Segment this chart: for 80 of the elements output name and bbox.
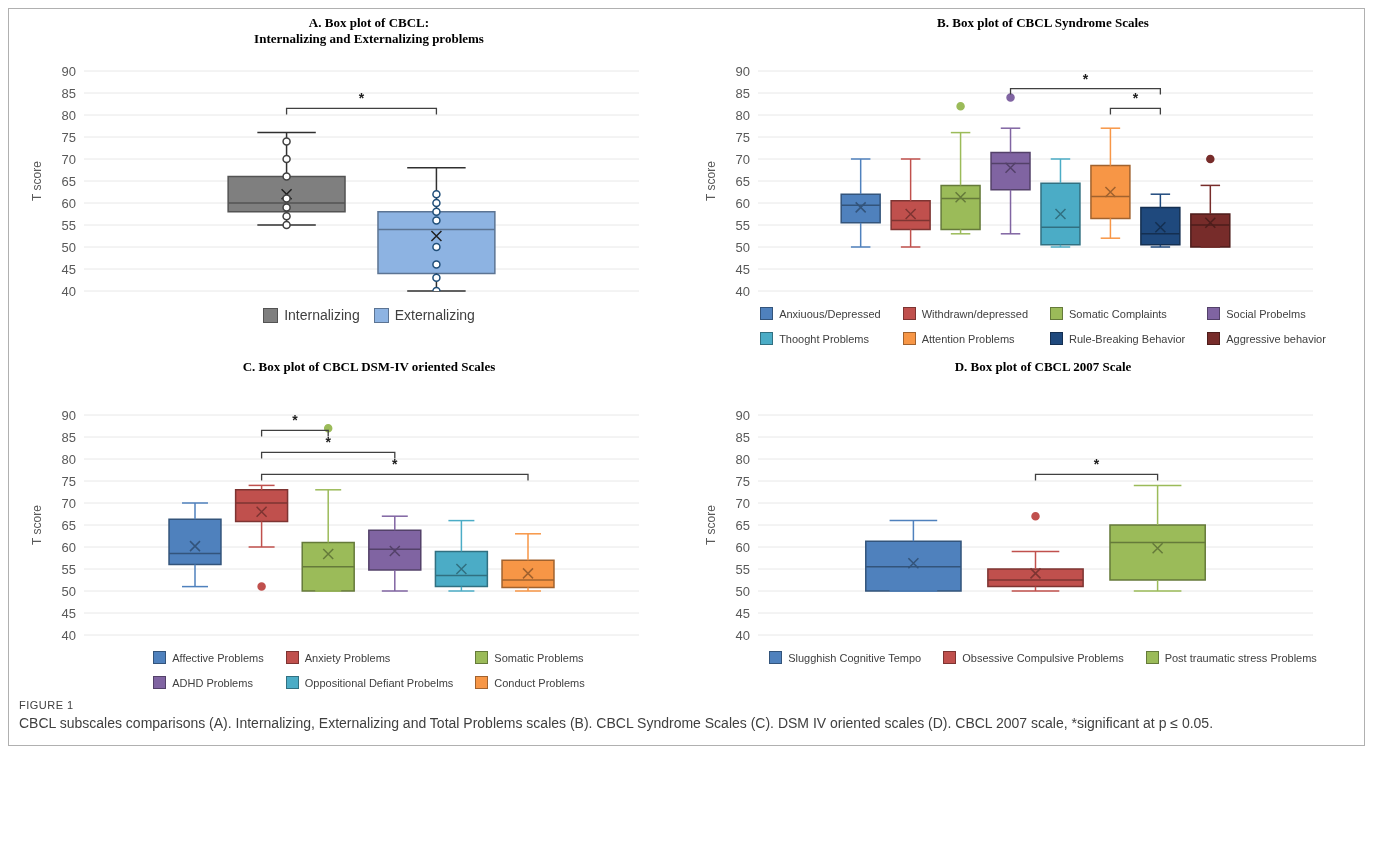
annotation: * xyxy=(358,90,365,107)
y-tick-label: 90 xyxy=(735,63,750,79)
y-axis-title: T score xyxy=(704,160,719,201)
y-tick-label: 40 xyxy=(61,627,76,643)
legend-label: Oppositional Defiant Probelms xyxy=(304,676,454,689)
chart-title: C. Box plot of CBCL DSM-IV oriented Scales xyxy=(241,359,497,376)
legend-label: Conduct Problems xyxy=(494,676,585,689)
y-tick-label: 90 xyxy=(61,407,76,423)
y-tick-label: 70 xyxy=(61,495,76,511)
text: CBCL subscales comparisons (A). Internalizing, Externalizing and Total Problems scales (B). CBCL Syndrome Scales (C). DSM IV oriented scales (D). CBCL 2007 scale, *significant at p ≤ 0.05. xyxy=(19,715,1215,731)
legend-label: Obsessive Compulsive Problems xyxy=(962,651,1124,664)
y-axis-title: T score xyxy=(704,504,719,545)
y-tick-label: 70 xyxy=(735,495,750,511)
y-tick-label: 75 xyxy=(61,473,76,489)
legend-label: Anxiuous/Depressed xyxy=(779,307,881,320)
y-tick-label: 45 xyxy=(735,261,750,277)
y-tick-label: 85 xyxy=(61,85,76,101)
y-tick-label: 80 xyxy=(61,451,76,467)
legend-label: Affective Problems xyxy=(172,651,264,664)
legend-label: Thooght Problems xyxy=(779,332,870,345)
y-tick-label: 45 xyxy=(61,605,76,621)
legend-label: Aggressive behavior xyxy=(1226,332,1326,345)
y-tick-label: 65 xyxy=(61,517,76,533)
y-tick-label: 85 xyxy=(735,85,750,101)
legend-label: ADHD Problems xyxy=(172,676,253,689)
y-tick-label: 80 xyxy=(735,451,750,467)
y-tick-label: 80 xyxy=(735,107,750,123)
y-tick-label: 40 xyxy=(61,283,76,299)
y-tick-label: 60 xyxy=(735,195,750,211)
y-tick-label: 65 xyxy=(735,517,750,533)
y-tick-label: 55 xyxy=(735,561,750,577)
legend-label: Internalizing xyxy=(284,307,360,323)
annotation: * xyxy=(1082,70,1089,87)
y-tick-label: 45 xyxy=(735,605,750,621)
y-tick-label: 55 xyxy=(61,217,76,233)
annotation: * xyxy=(292,412,299,429)
annotation: * xyxy=(1132,90,1139,107)
y-tick-label: 50 xyxy=(61,583,76,599)
caption: FIGURE 1 xyxy=(19,699,75,711)
legend-label: Slugghish Cognitive Tempo xyxy=(788,651,922,664)
y-axis-title: T score xyxy=(30,504,45,545)
y-tick-label: 55 xyxy=(735,217,750,233)
annotation: * xyxy=(1093,456,1100,473)
legend-label: Rule-Breaking Behavior xyxy=(1069,332,1186,345)
y-tick-label: 50 xyxy=(735,583,750,599)
y-tick-label: 50 xyxy=(735,239,750,255)
y-tick-label: 75 xyxy=(735,129,750,145)
y-tick-label: 85 xyxy=(61,429,76,445)
y-tick-label: 60 xyxy=(61,539,76,555)
legend-label: Anxiety Problems xyxy=(304,651,391,664)
annotation: * xyxy=(325,434,332,451)
chart-title: A. Box plot of CBCL: Internalizing and Externalizing problems xyxy=(253,15,485,48)
y-tick-label: 60 xyxy=(735,539,750,555)
y-tick-label: 60 xyxy=(61,195,76,211)
y-tick-label: 65 xyxy=(61,173,76,189)
y-tick-label: 70 xyxy=(61,151,76,167)
legend-label: Somatic Problems xyxy=(494,651,584,664)
y-tick-label: 55 xyxy=(61,561,76,577)
y-tick-label: 65 xyxy=(735,173,750,189)
legend-label: Attention Problems xyxy=(921,332,1015,345)
legend-label: Post traumatic stress Problems xyxy=(1164,651,1317,664)
legend-label: Social Probelms xyxy=(1226,307,1306,320)
chart-title: D. Box plot of CBCL 2007 Scale xyxy=(953,359,1133,376)
chart-title: B. Box plot of CBCL Syndrome Scales xyxy=(936,15,1150,32)
legend-label: Withdrawn/depressed xyxy=(921,307,1029,320)
y-tick-label: 40 xyxy=(735,283,750,299)
y-tick-label: 80 xyxy=(61,107,76,123)
annotation: * xyxy=(392,456,399,473)
y-tick-label: 70 xyxy=(735,151,750,167)
y-tick-label: 75 xyxy=(61,129,76,145)
legend-label: Externalizing xyxy=(394,307,475,323)
y-tick-label: 50 xyxy=(61,239,76,255)
y-tick-label: 90 xyxy=(61,63,76,79)
y-tick-label: 75 xyxy=(735,473,750,489)
y-tick-label: 85 xyxy=(735,429,750,445)
y-tick-label: 90 xyxy=(735,407,750,423)
legend-label: Somatic Complaints xyxy=(1069,307,1167,320)
y-tick-label: 45 xyxy=(61,261,76,277)
y-axis-title: T score xyxy=(30,160,45,201)
y-tick-label: 40 xyxy=(735,627,750,643)
